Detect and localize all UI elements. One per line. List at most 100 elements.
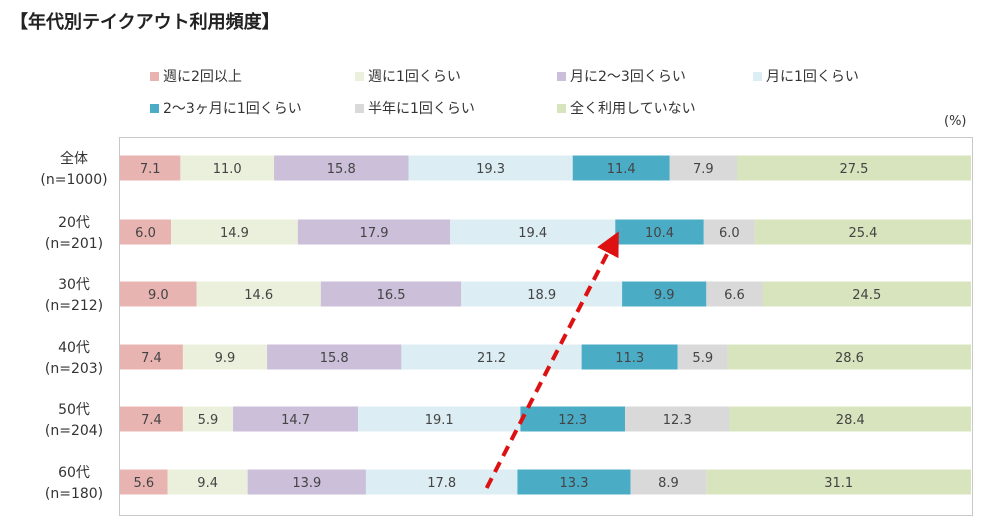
legend-label: 2〜3ヶ月に1回くらい <box>163 101 302 117</box>
category-sample-size: (n=212) <box>45 298 103 314</box>
data-label: 7.4 <box>141 413 162 428</box>
category-sample-size: (n=1000) <box>40 172 107 188</box>
data-label: 13.9 <box>292 476 321 491</box>
legend-swatch <box>150 103 159 113</box>
data-label: 14.7 <box>281 413 310 428</box>
bar-segment <box>581 344 678 370</box>
data-label: 12.3 <box>663 413 692 428</box>
bar-segment <box>622 281 707 307</box>
category-label: 30代 <box>58 277 90 293</box>
bar-segment <box>120 155 181 181</box>
data-label: 21.2 <box>477 351 506 366</box>
legend-swatch <box>355 103 364 113</box>
data-label: 17.8 <box>427 476 456 491</box>
legend-swatch <box>557 103 566 113</box>
category-sample-size: (n=180) <box>45 486 103 502</box>
data-label: 28.4 <box>836 413 865 428</box>
bar-segment <box>358 406 521 432</box>
bar-segment <box>630 469 707 495</box>
data-label: 7.9 <box>693 162 714 177</box>
category-label: 40代 <box>58 340 90 356</box>
data-label: 10.4 <box>645 226 674 241</box>
bar-segment <box>727 344 971 370</box>
bar-segment <box>120 281 197 307</box>
bar-segment <box>120 469 168 495</box>
bar-segment <box>736 155 971 181</box>
bar-segment <box>120 344 183 370</box>
legend-item: 週に2回以上 <box>150 66 242 86</box>
data-label: 9.9 <box>654 288 675 303</box>
bar-segment <box>517 469 631 495</box>
data-label: 27.5 <box>840 162 869 177</box>
legend-label: 週に1回くらい <box>368 69 461 85</box>
bar-segment <box>171 219 298 245</box>
category-label: 50代 <box>58 402 90 418</box>
bar-segment <box>624 406 730 432</box>
category-sample-size: (n=204) <box>45 423 103 439</box>
bar-segment <box>167 469 248 495</box>
data-label: 7.4 <box>141 351 162 366</box>
bar-segment <box>182 406 234 432</box>
bar-segment <box>233 406 359 432</box>
bar-segment <box>520 406 625 432</box>
category-label: 60代 <box>58 465 90 481</box>
bar-segment <box>729 406 971 432</box>
data-label: 19.1 <box>425 413 454 428</box>
data-label: 11.0 <box>213 162 242 177</box>
bar-segment <box>669 155 737 181</box>
data-label: 24.5 <box>852 288 881 303</box>
data-label: 28.6 <box>835 351 864 366</box>
bar-segment <box>182 344 268 370</box>
data-label: 6.0 <box>719 226 740 241</box>
bar-segment <box>320 281 462 307</box>
bar-segment <box>408 155 573 181</box>
bar-segment <box>706 469 971 495</box>
bar-segment <box>615 219 704 245</box>
bar-segment <box>461 281 623 307</box>
data-label: 19.3 <box>476 162 505 177</box>
legend-swatch <box>753 71 762 81</box>
bar-segment <box>706 281 763 307</box>
bar-segment <box>274 155 409 181</box>
data-label: 9.9 <box>215 351 236 366</box>
legend-item: 全く利用していない <box>557 98 696 118</box>
category-sample-size: (n=203) <box>45 361 103 377</box>
data-label: 13.3 <box>560 476 589 491</box>
plot-area <box>119 137 973 516</box>
category-sample-size: (n=201) <box>45 236 103 252</box>
bar-segment <box>247 469 366 495</box>
chart-title: 【年代別テイクアウト利用頻度】 <box>10 12 280 33</box>
unit-label: (%) <box>944 114 967 129</box>
data-label: 14.9 <box>220 226 249 241</box>
data-label: 5.9 <box>692 351 713 366</box>
data-label: 19.4 <box>518 226 547 241</box>
data-label: 8.9 <box>658 476 679 491</box>
legend-item: 月に2〜3回くらい <box>557 66 686 86</box>
legend-label: 全く利用していない <box>570 101 696 117</box>
legend-swatch <box>557 71 566 81</box>
data-label: 18.9 <box>527 288 556 303</box>
data-label: 15.8 <box>320 351 349 366</box>
bar-segment <box>401 344 582 370</box>
data-label: 17.9 <box>360 226 389 241</box>
data-label: 7.1 <box>140 162 161 177</box>
legend-item: 週に1回くらい <box>355 66 461 86</box>
bar-segment <box>120 219 172 245</box>
bar-segment <box>677 344 728 370</box>
category-label: 20代 <box>58 215 90 231</box>
bar-segment <box>267 344 402 370</box>
data-label: 6.0 <box>135 226 156 241</box>
bar-segment <box>762 281 971 307</box>
bar-segment <box>450 219 616 245</box>
data-label: 15.8 <box>327 162 356 177</box>
data-label: 11.4 <box>607 162 636 177</box>
data-label: 5.9 <box>198 413 219 428</box>
legend-item: 2〜3ヶ月に1回くらい <box>150 98 302 118</box>
legend-swatch <box>355 71 364 81</box>
bar-segment <box>703 219 755 245</box>
data-label: 6.6 <box>724 288 745 303</box>
data-label: 31.1 <box>824 476 853 491</box>
data-label: 25.4 <box>848 226 877 241</box>
data-label: 5.6 <box>133 476 154 491</box>
